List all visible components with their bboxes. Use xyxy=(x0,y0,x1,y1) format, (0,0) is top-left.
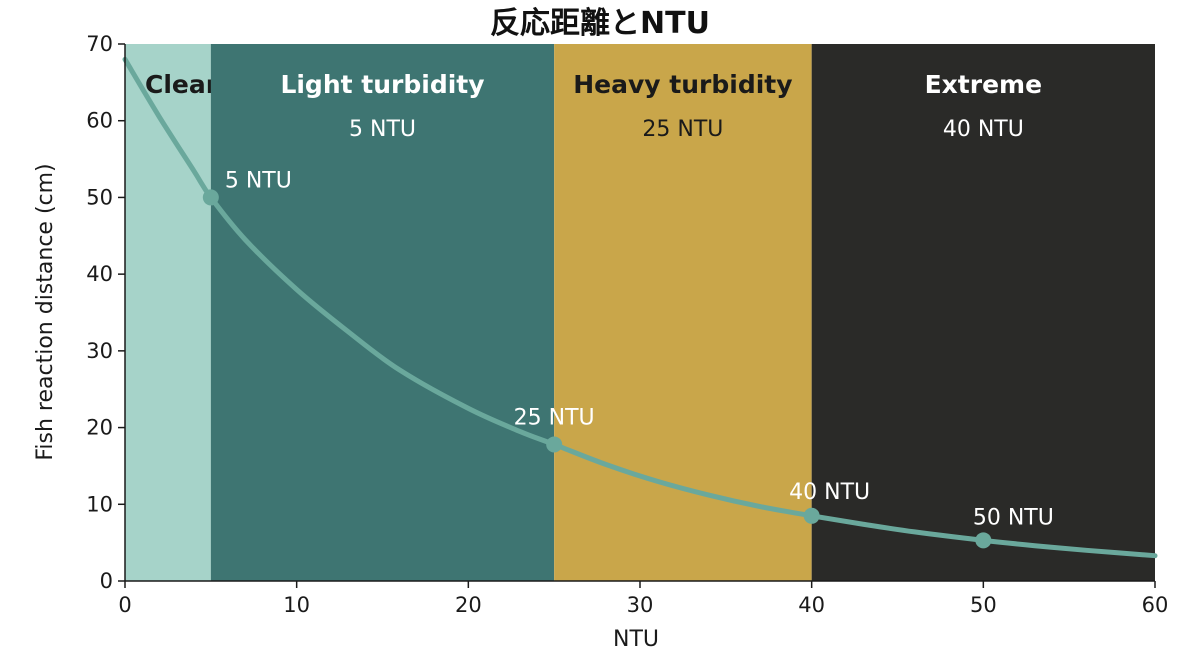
y-tick-label: 60 xyxy=(86,109,113,133)
data-point xyxy=(546,436,563,453)
data-point xyxy=(202,189,219,206)
x-tick-label: 20 xyxy=(455,593,482,617)
x-tick-label: 30 xyxy=(627,593,654,617)
data-point xyxy=(975,532,992,549)
x-tick-label: 40 xyxy=(798,593,825,617)
zone-name-label: Light turbidity xyxy=(280,70,484,99)
series-line xyxy=(122,56,1158,559)
y-tick-label: 20 xyxy=(86,416,113,440)
zone-ntu-label: 40 NTU xyxy=(943,117,1024,142)
chart-title: 反応距離とNTU xyxy=(490,6,710,41)
x-tick-label: 50 xyxy=(970,593,997,617)
x-tick-label: 60 xyxy=(1142,593,1169,617)
points-layer: 5 NTU 25 NTU 40 NTU 50 NTU xyxy=(202,168,1054,549)
zone-ntu-label: 5 NTU xyxy=(349,117,416,142)
zone-name-label: Clear xyxy=(145,70,219,99)
y-tick-label: 0 xyxy=(100,569,113,593)
y-tick-label: 10 xyxy=(86,492,113,516)
axes: 0 10 20 30 40 50 60 70 0 10 20 30 40 50 60 xyxy=(86,32,1168,617)
data-point-label: 25 NTU xyxy=(514,405,595,430)
data-point xyxy=(803,507,820,524)
y-tick-label: 50 xyxy=(86,185,113,209)
zone-name-label: Heavy turbidity xyxy=(573,70,792,99)
x-axis-label: NTU xyxy=(613,627,659,652)
y-tick-label: 40 xyxy=(86,262,113,286)
data-point-label: 40 NTU xyxy=(789,480,870,505)
turbidity-zones: Clear Light turbidity 5 NTU Heavy turbidity… xyxy=(125,44,1155,581)
y-tick-label: 70 xyxy=(86,32,113,56)
zone-heavy-turbidity xyxy=(554,44,812,581)
zone-extreme xyxy=(811,44,1155,581)
y-axis-label: Fish reaction distance (cm) xyxy=(33,163,58,460)
x-tick-label: 10 xyxy=(283,593,310,617)
data-point-label: 5 NTU xyxy=(225,168,292,193)
x-tick-label: 0 xyxy=(118,593,131,617)
data-point-label: 50 NTU xyxy=(973,505,1054,530)
zone-clear xyxy=(125,44,211,581)
zone-ntu-label: 25 NTU xyxy=(642,117,723,142)
zone-light-turbidity xyxy=(210,44,555,581)
zone-name-label: Extreme xyxy=(925,70,1042,99)
y-tick-label: 30 xyxy=(86,339,113,363)
curve-layer xyxy=(122,56,1158,559)
